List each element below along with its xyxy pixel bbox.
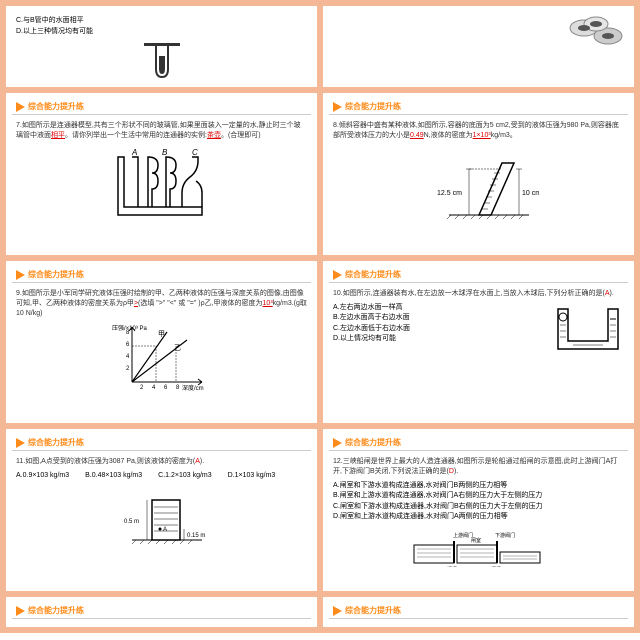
opt-b: B.左边水面高于右边水面 xyxy=(333,313,536,324)
arrow-icon xyxy=(333,270,342,280)
arrow-icon xyxy=(16,438,25,448)
arrow-icon xyxy=(16,270,25,280)
header-title: 综合能力提升练 xyxy=(345,605,401,616)
opt-c: C.闸室和下游水道构成连通器,水对阀门B右侧的压力大于左侧的压力 xyxy=(333,502,624,513)
opt-a: A.左右两边水面一样高 xyxy=(333,303,536,314)
q8-text: 8.倾斜容器中盛有某种液体,如图所示,容器的底面为5 cm2,受到的液体压强为9… xyxy=(329,121,628,141)
connected-vessel-icon xyxy=(548,299,628,359)
opt-c: C.与B管中的水面相平 xyxy=(16,16,307,27)
pipe-photo xyxy=(566,8,626,58)
svg-text:B: B xyxy=(162,148,168,157)
svg-text:上游阀门: 上游阀门 xyxy=(453,532,473,539)
header-title: 综合能力提升练 xyxy=(28,437,84,448)
arrow-icon xyxy=(333,606,342,616)
q9-text: 9.如图所示是小军同学研究液体压强时绘制的甲、乙两种液体的压强与深度关系的图像,… xyxy=(12,289,311,318)
svg-text:压强/×10³ Pa: 压强/×10³ Pa xyxy=(112,325,148,332)
svg-text:A: A xyxy=(131,148,137,157)
q7-text: 7.如图所示是连通器模型,共有三个形状不同的玻璃管,如果里面装入一定量的水,静止… xyxy=(12,121,311,141)
q12-text: 12.三峡船闸是世界上最大的人造连通器,如图所示是轮船通过船闸的示意图,此时上游… xyxy=(329,457,628,477)
svg-text:2: 2 xyxy=(140,385,144,391)
svg-text:阀门B: 阀门B xyxy=(491,566,505,567)
card-8: 综合能力提升练 12.三峡船闸是世界上最大的人造连通器,如图所示是轮船通过船闸的… xyxy=(323,429,634,591)
opt-c: C.左边水面低于右边水面 xyxy=(333,324,536,335)
svg-text:深度/cm: 深度/cm xyxy=(182,384,204,392)
header-title: 综合能力提升练 xyxy=(28,101,84,112)
card-5: 综合能力提升练 9.如图所示是小军同学研究液体压强时绘制的甲、乙两种液体的压强与… xyxy=(6,261,317,423)
card-3: 综合能力提升练 7.如图所示是连通器模型,共有三个形状不同的玻璃管,如果里面装入… xyxy=(6,93,317,255)
card-2 xyxy=(323,6,634,87)
svg-text:6: 6 xyxy=(164,385,168,391)
header-title: 综合能力提升练 xyxy=(28,269,84,280)
header-title: 综合能力提升练 xyxy=(28,605,84,616)
vessels-icon: A B C xyxy=(112,145,212,220)
arrow-icon xyxy=(333,438,342,448)
opt-a: A.0.9×103 kg/m3 xyxy=(16,471,69,482)
opt-d: D.以上情况均有可能 xyxy=(333,334,536,345)
svg-text:C: C xyxy=(192,148,198,157)
svg-text:下游阀门: 下游阀门 xyxy=(495,532,515,539)
header-title: 综合能力提升练 xyxy=(345,269,401,280)
graph-icon: 压强/×10³ Pa深度/cm 2468 2468 甲乙 xyxy=(112,322,212,392)
container-icon: A 0.5 m 0.15 m xyxy=(112,485,212,545)
card-10: 综合能力提升练 xyxy=(323,597,634,627)
svg-text:4: 4 xyxy=(126,354,130,360)
card-1: C.与B管中的水面相平 D.以上三种情况均有可能 xyxy=(6,6,317,87)
arrow-icon xyxy=(333,102,342,112)
arrow-icon xyxy=(16,606,25,616)
opt-a: A.闸室和下游水道构成连通器,水对阀门B两侧的压力相等 xyxy=(333,481,624,492)
card-4: 综合能力提升练 8.倾斜容器中盛有某种液体,如图所示,容器的底面为5 cm2,受… xyxy=(323,93,634,255)
svg-text:4: 4 xyxy=(152,385,156,391)
svg-text:乙: 乙 xyxy=(174,344,181,352)
opt-d: D.以上三种情况均有可能 xyxy=(16,27,307,38)
card-9: 综合能力提升练 xyxy=(6,597,317,627)
slide-grid: C.与B管中的水面相平 D.以上三种情况均有可能 综合能力提升练 7.如图所示是… xyxy=(0,0,640,633)
header-title: 综合能力提升练 xyxy=(345,101,401,112)
svg-text:2: 2 xyxy=(126,366,130,372)
card-7: 综合能力提升练 11.如图,A点受到的液体压强为3087 Pa,则该液体的密度为… xyxy=(6,429,317,591)
svg-text:0.5 m: 0.5 m xyxy=(124,519,139,525)
opt-b: B.闸室和上游水道构成连通器,水对阀门A右侧的压力大于左侧的压力 xyxy=(333,491,624,502)
svg-text:12.5 cm: 12.5 cm xyxy=(437,190,462,197)
opt-d: D.1×103 kg/m3 xyxy=(228,471,276,482)
svg-text:6: 6 xyxy=(126,342,130,348)
q11-text: 11.如图,A点受到的液体压强为3087 Pa,则该液体的密度为(A). xyxy=(12,457,311,467)
svg-text:闸室: 闸室 xyxy=(471,537,481,544)
card-6: 综合能力提升练 10.如图所示,连通器装有水,在左边放一木球浮在水面上,当放入木… xyxy=(323,261,634,423)
arrow-icon xyxy=(16,102,25,112)
header-title: 综合能力提升练 xyxy=(345,437,401,448)
lock-diagram-icon: 上游阀门闸室 下游阀门 阀门A 阀门B xyxy=(409,527,549,567)
svg-text:阀门A: 阀门A xyxy=(447,566,461,567)
tilted-container-icon: 12.5 cm 10 cm xyxy=(419,145,539,225)
opt-d: D.闸室和上游水道构成连通器,水对阀门A两侧的压力相等 xyxy=(333,512,624,523)
svg-text:0.15 m: 0.15 m xyxy=(187,533,205,539)
svg-text:10 cm: 10 cm xyxy=(522,190,539,197)
opt-b: B.0.48×103 kg/m3 xyxy=(85,471,142,482)
q10-text: 10.如图所示,连通器装有水,在左边放一木球浮在水面上,当放入木球后,下列分析正… xyxy=(329,289,628,299)
opt-c: C.1.2×103 kg/m3 xyxy=(158,471,212,482)
u-tube-icon xyxy=(142,41,182,81)
svg-text:A: A xyxy=(163,527,167,533)
svg-text:甲: 甲 xyxy=(158,330,165,338)
svg-text:8: 8 xyxy=(176,385,180,391)
